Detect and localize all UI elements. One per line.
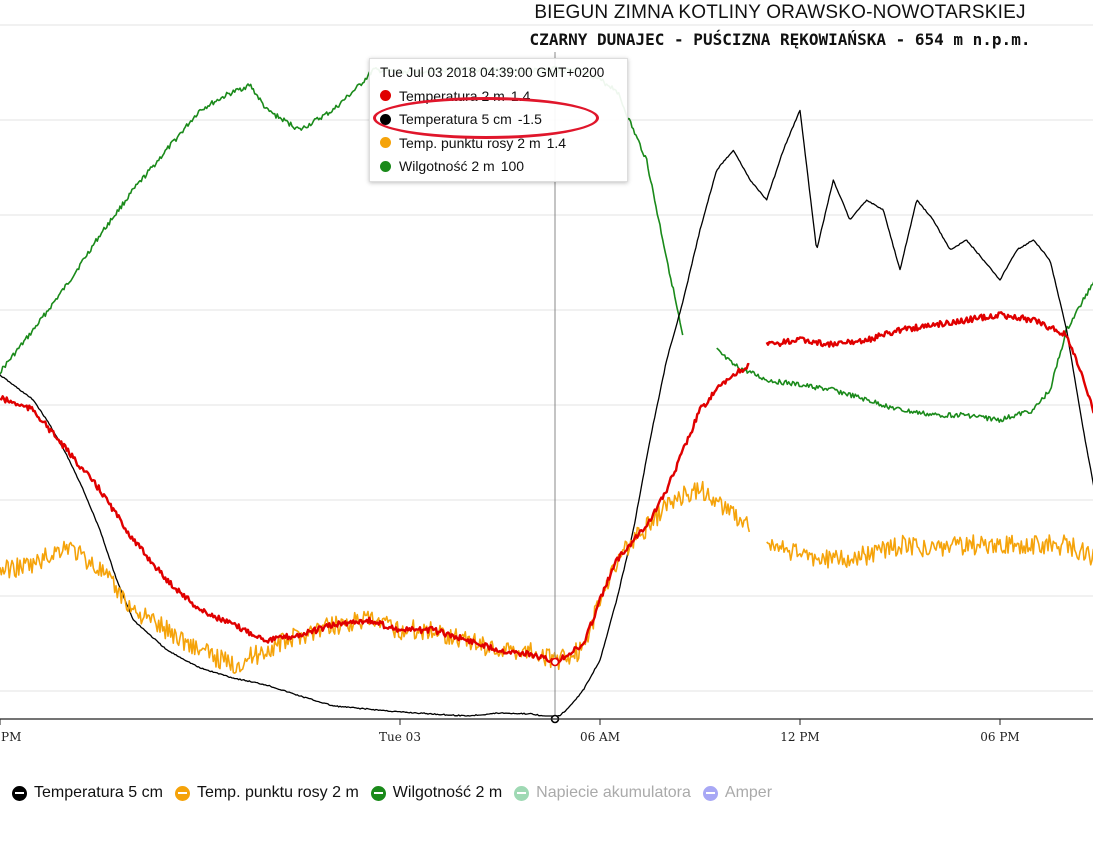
tooltip-series-value: 100 [500, 158, 525, 175]
chart-title: BIEGUN ZIMNA KOTLINY ORAWSKO-NOWOTARSKIE… [534, 2, 1026, 23]
series-layer [0, 66, 1093, 717]
tooltip-row: Wilgotność 2 m 100 [380, 155, 617, 179]
series-dot-icon [380, 160, 391, 172]
legend-label: Napiecie akumulatora [536, 784, 691, 801]
legend-item[interactable]: Temp. punktu rosy 2 m [174, 784, 359, 802]
tooltip-row: Temp. punktu rosy 2 m 1.4 [380, 131, 617, 155]
legend-item[interactable]: Napiecie akumulatora [514, 784, 691, 802]
legend-symbol-icon [12, 785, 27, 801]
tooltip-series-name: Temperatura 5 cm [399, 111, 512, 128]
tooltip-timestamp: Tue Jul 03 2018 04:39:00 GMT+0200 [380, 65, 605, 80]
legend-symbol-icon [702, 785, 718, 801]
x-tick-label: 12 PM [780, 730, 819, 744]
series-line-3 [0, 311, 1093, 664]
legend-item[interactable]: Temperatura 5 cm [12, 784, 163, 802]
x-tick-label: Tue 03 [379, 730, 421, 744]
legend-item[interactable]: Wilgotność 2 m [370, 784, 503, 802]
series-dot-icon [380, 137, 391, 149]
legend-symbol-icon [174, 785, 190, 801]
tooltip-series-value: 1.4 [510, 87, 531, 104]
tooltip-series-name: Wilgotność 2 m [399, 158, 495, 175]
legend-symbol-icon [370, 785, 386, 801]
tooltip-series-value: -1.5 [517, 111, 542, 128]
legend-item[interactable]: Amper [702, 784, 773, 802]
chart-subtitle: CZARNY DUNAJEC - PUŚCIZNA RĘKOWIAŃSKA - … [529, 30, 1031, 49]
legend: Temperatura 5 cm Temp. punktu rosy 2 m Wil… [12, 781, 784, 805]
tooltip-series-name: Temperatura 2 m [399, 87, 505, 104]
series-dot-icon [380, 113, 391, 125]
series-line-2 [0, 480, 1093, 674]
series-dot-icon [380, 90, 391, 102]
tooltip-row: Temperatura 5 cm -1.5 [380, 108, 617, 132]
x-tick-label: PM [1, 730, 21, 744]
legend-label: Wilgotność 2 m [392, 784, 503, 801]
legend-label: Temp. punktu rosy 2 m [196, 784, 359, 801]
legend-symbol-icon [514, 785, 530, 801]
tooltip-series-name: Temp. punktu rosy 2 m [399, 134, 541, 151]
cursor-marker-3 [550, 657, 560, 667]
tooltip-row: Temperatura 2 m 1.4 [380, 84, 617, 108]
hover-tooltip: Tue Jul 03 2018 04:39:00 GMT+0200 Temper… [369, 58, 628, 182]
tooltip-series-value: 1.4 [546, 134, 567, 151]
grid-lines [0, 24, 1093, 692]
x-tick-label: 06 PM [980, 730, 1019, 744]
x-tick-label: 06 AM [580, 730, 620, 744]
legend-label: Temperatura 5 cm [34, 784, 163, 801]
series-line-1 [0, 109, 1093, 717]
legend-label: Amper [724, 784, 773, 801]
